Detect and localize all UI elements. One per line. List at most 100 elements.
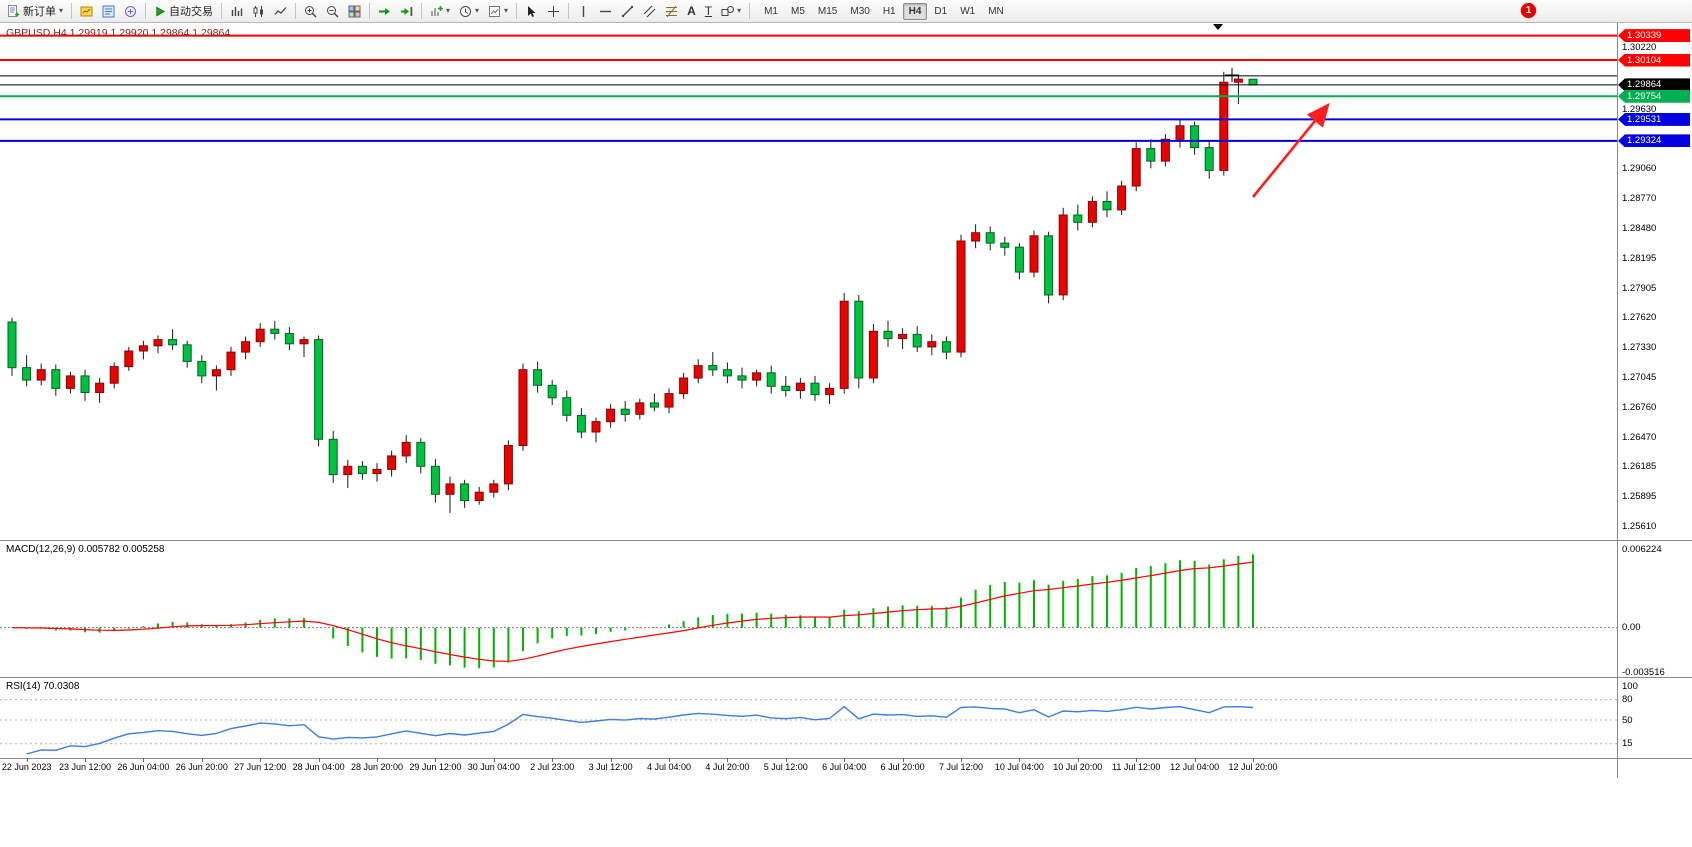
navigator-icon: [125, 5, 137, 17]
cursor-button[interactable]: [521, 1, 542, 22]
tile-windows-button[interactable]: [344, 1, 365, 22]
notification-badge[interactable]: 1: [1521, 3, 1536, 18]
periods-button[interactable]: ▾: [455, 1, 483, 22]
panel-divider[interactable]: [0, 540, 1692, 541]
candle-body: [722, 369, 732, 377]
price-tick: 1.27045: [1622, 372, 1657, 383]
horizontal-line-tool[interactable]: [595, 1, 616, 22]
time-label: 12 Jul 04:00: [1170, 762, 1220, 772]
candle-body: [1073, 214, 1083, 223]
timeframe-m5[interactable]: M5: [791, 5, 805, 17]
crosshair-cursor: [1225, 68, 1239, 82]
toolbar-separator: [295, 3, 297, 19]
indicators-button[interactable]: ▾: [426, 1, 454, 22]
annotation-arrow[interactable]: [1251, 102, 1330, 198]
rsi-axis-label: 80: [1622, 694, 1633, 706]
toolbar-separator: [421, 3, 423, 19]
channel-tool[interactable]: [639, 1, 660, 22]
trendline-tool[interactable]: [617, 1, 638, 22]
line-chart-button[interactable]: [270, 1, 291, 22]
autotrade-button[interactable]: 自动交易: [150, 1, 217, 22]
time-marker-triangle: [1213, 24, 1223, 30]
price-tick: 1.26185: [1622, 461, 1657, 473]
timeframe-m1[interactable]: M1: [764, 5, 778, 17]
zoom-in-button[interactable]: [300, 1, 321, 22]
crosshair-button[interactable]: [543, 1, 564, 22]
candle-body: [401, 441, 411, 457]
candle-body: [22, 367, 32, 381]
candle-body: [737, 375, 747, 381]
text-tool[interactable]: A: [683, 1, 700, 22]
candle-body: [460, 483, 470, 501]
panel-divider[interactable]: [0, 677, 1692, 678]
toolbar-separator: [71, 3, 73, 19]
candlestick-chart-button[interactable]: [248, 1, 269, 22]
fibonacci-tool[interactable]: [661, 1, 682, 22]
shapes-tool[interactable]: ▾: [717, 1, 745, 22]
candle-body: [547, 384, 557, 399]
toolbar: 新订单 ▾ 自动交易 ▾ ▾ ▾ A: [0, 0, 1692, 23]
time-label: 11 Jul 12:00: [1112, 762, 1161, 772]
time-tick: [260, 758, 262, 762]
templates-button[interactable]: ▾: [484, 1, 512, 22]
candle-body: [138, 345, 148, 352]
timeframe-h1[interactable]: H1: [882, 5, 896, 17]
timeframe-mn[interactable]: MN: [988, 5, 1004, 17]
time-tick: [552, 758, 554, 762]
price-tick: 1.27620: [1622, 312, 1657, 324]
zoom-out-button[interactable]: [322, 1, 343, 22]
candle-body: [1131, 148, 1141, 187]
candle-body: [182, 344, 192, 362]
candle-body: [708, 365, 718, 371]
rsi-label: RSI(14) 70.0308: [6, 681, 80, 692]
main-chart[interactable]: [0, 23, 1692, 541]
time-label: 2 Jul 23:00: [530, 762, 575, 772]
timeframe-h4[interactable]: H4: [902, 2, 928, 20]
candle-body: [1044, 235, 1054, 296]
candle-body: [620, 408, 630, 415]
market-watch-button[interactable]: [98, 1, 119, 22]
timeframe-w1[interactable]: W1: [960, 5, 976, 17]
toolbar-separator: [568, 3, 570, 19]
time-label: 10 Jul 04:00: [994, 762, 1044, 772]
time-label: 6 Jul 20:00: [880, 762, 925, 772]
candle-body: [1058, 214, 1068, 296]
candle-body: [1219, 81, 1229, 171]
new-order-icon: [8, 4, 19, 17]
clock-icon: [460, 5, 472, 17]
new-order-button[interactable]: 新订单 ▾: [3, 1, 67, 22]
label-tool[interactable]: T: [701, 1, 716, 22]
candle-body: [883, 330, 893, 340]
price-tick: 1.27330: [1622, 342, 1657, 354]
vertical-line-tool[interactable]: [573, 1, 594, 22]
time-label: 4 Jul 04:00: [646, 762, 692, 772]
candle-body: [416, 441, 426, 467]
candle-body: [168, 339, 178, 346]
candle-body: [518, 369, 528, 447]
bar-chart-button[interactable]: [226, 1, 247, 22]
rsi-panel[interactable]: [0, 678, 1692, 758]
candle-body: [810, 382, 820, 396]
macd-axis-label: 0.00: [1622, 622, 1641, 634]
timeframe-m30[interactable]: M30: [850, 5, 870, 17]
candle-body: [868, 330, 878, 379]
auto-scroll-button[interactable]: [374, 1, 395, 22]
candle-body: [1117, 185, 1127, 211]
chart-profile-button[interactable]: [76, 1, 97, 22]
trendline-icon: [621, 5, 634, 17]
candle-body: [387, 455, 397, 470]
timeframe-d1[interactable]: D1: [934, 5, 948, 17]
candle-body: [664, 393, 674, 408]
candle-body: [1029, 235, 1039, 273]
macd-panel[interactable]: [0, 541, 1692, 678]
price-tick: 1.28195: [1622, 252, 1657, 264]
time-tick: [1077, 758, 1079, 762]
time-axis-divider: [0, 758, 1692, 759]
macd-signal-line: [11, 561, 1254, 662]
candle-body: [679, 377, 689, 395]
timeframe-m15[interactable]: M15: [817, 5, 838, 17]
candle-body: [606, 408, 616, 423]
chart-shift-button[interactable]: [396, 1, 417, 22]
navigator-button[interactable]: [120, 1, 141, 22]
